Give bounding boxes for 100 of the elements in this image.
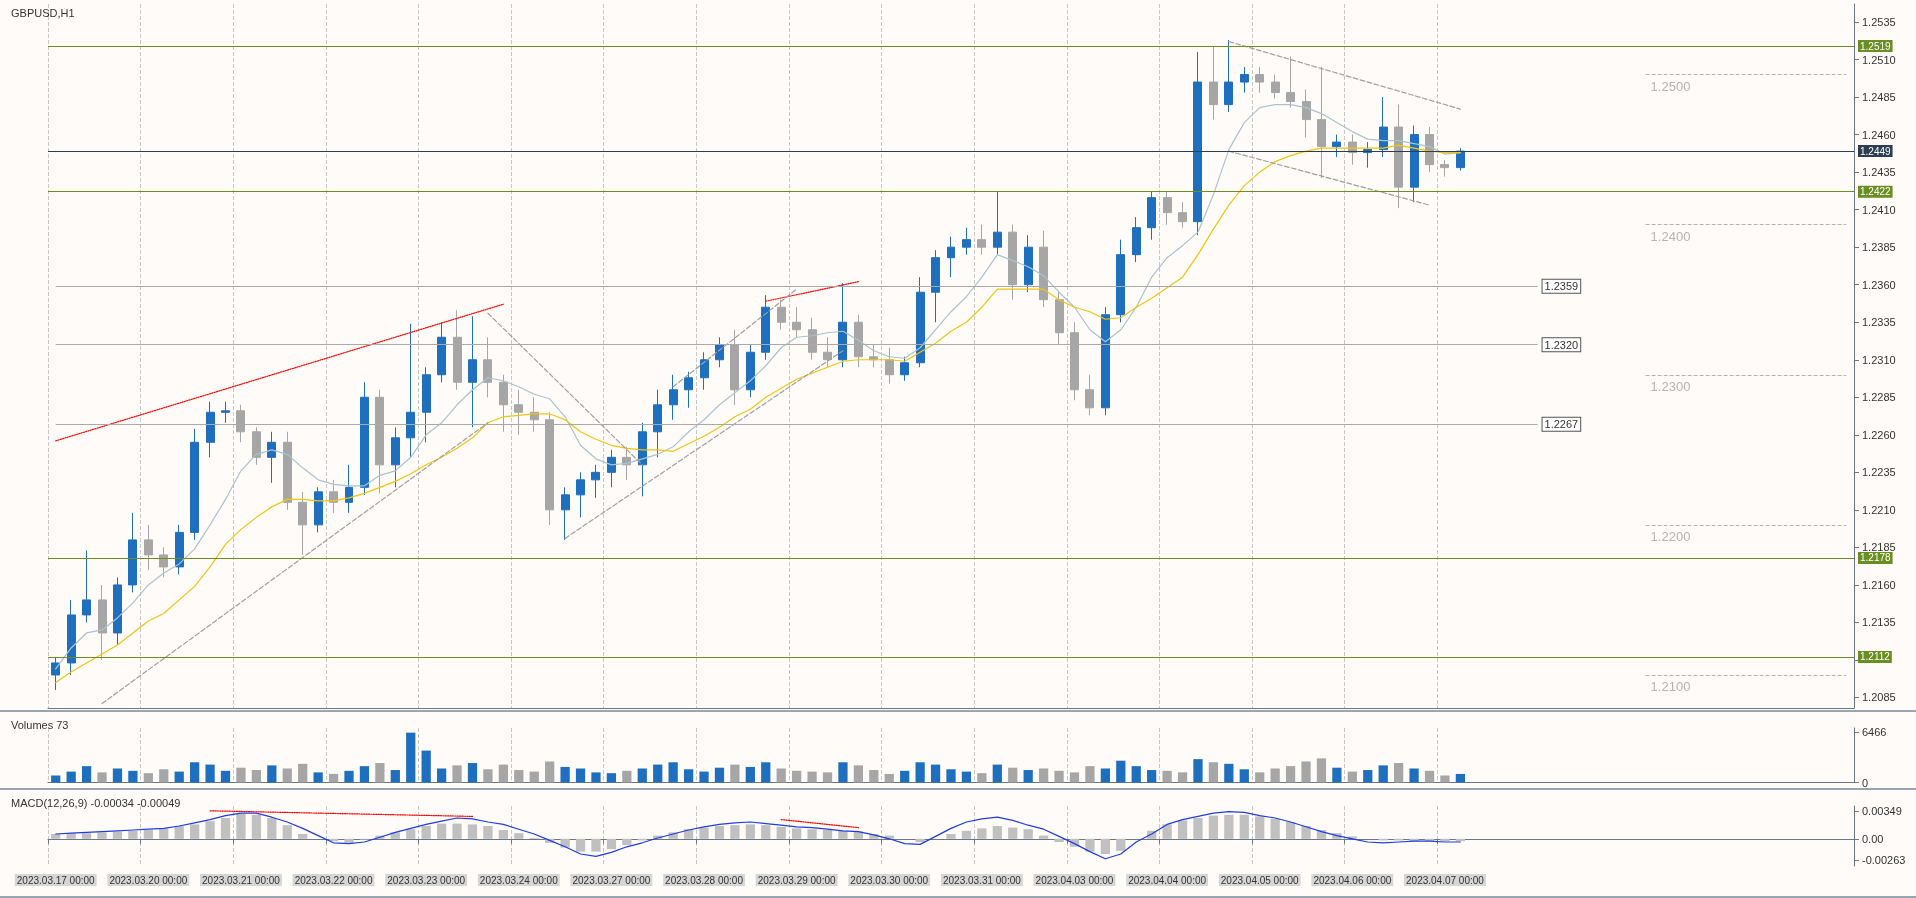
ref-line-label: 1.2519 [1860,40,1892,52]
candlestick [1410,125,1419,203]
bar [81,833,92,839]
candlestick [916,276,925,368]
bar [205,821,215,839]
bar [930,764,941,783]
bar [792,828,802,839]
y-tick-label: 1.2385 [1862,241,1896,254]
bar [1455,773,1466,783]
bar [1378,765,1388,783]
y-tick-label: 0.00 [1862,832,1884,845]
candlestick [1147,191,1156,241]
bar [421,826,431,839]
candlestick [360,381,369,496]
ref-line-label: 1.2200 [1650,528,1691,544]
bar [1023,829,1033,839]
bar [1224,763,1234,783]
bar [714,767,725,783]
candlestick [638,422,647,497]
bar [236,767,246,783]
bar [915,762,925,783]
x-tick-label: 2023.04.03 00:00 [1035,874,1114,886]
bar [1162,824,1172,839]
bar [205,764,215,783]
bar [807,771,817,783]
candlestick [190,428,199,541]
bar [190,762,200,783]
y-tick-label: 1.2510 [1862,53,1896,66]
bar [1208,815,1219,839]
bar [498,830,508,839]
bar [745,766,755,783]
bar [1424,770,1435,783]
bar [1394,763,1404,783]
bar [51,775,61,783]
candlestick [345,464,353,514]
bar [483,826,493,839]
bar [1255,772,1265,783]
candlestick [684,371,693,409]
candlestick [1163,191,1172,226]
bar [730,825,740,839]
bar [961,771,972,783]
bar [282,768,292,783]
candlestick [82,549,91,623]
bar [190,824,200,839]
chart-title: GBPUSD,H1 [11,6,75,19]
candlestick [1440,159,1449,178]
candlestick [1456,147,1465,172]
chart-title: MACD(12,26,9) -0.00034 -0.00049 [11,796,181,809]
x-tick-label: 2023.03.22 00:00 [294,874,373,886]
bar [1177,820,1188,839]
bar [699,827,709,839]
bar [220,770,231,783]
bar [1285,766,1296,783]
candlestick [1085,374,1094,416]
bar [714,826,725,839]
bar [822,830,833,839]
candlestick [1302,89,1311,139]
y-tick-label: 1.2135 [1862,616,1896,629]
bar [1239,769,1249,783]
bar [375,763,385,783]
ref-line-label: 1.2100 [1650,678,1691,694]
bar [1409,838,1419,842]
bar [869,770,879,783]
candlestick [1116,239,1125,323]
bar [900,770,910,783]
candlestick [283,431,292,511]
ref-line-label: 1.2267 [1544,418,1579,431]
candlestick [298,491,307,556]
bar [1301,761,1311,783]
candlestick [838,282,847,368]
candlestick [1178,201,1187,229]
candlestick [221,401,230,424]
bar [776,826,786,839]
bar [1440,775,1450,783]
bar [1316,758,1327,783]
bar [159,828,169,839]
y-tick-label: 1.2235 [1862,466,1896,479]
y-tick-label: 1.2085 [1862,691,1896,704]
bar [1440,838,1450,842]
x-tick-label: 2023.03.17 00:00 [16,874,96,886]
bar [591,772,601,783]
candlestick [591,464,600,499]
candlestick [1255,66,1264,94]
bar [853,831,864,839]
y-tick-label: 1.2535 [1862,16,1896,29]
candlestick [561,486,570,541]
bar [792,770,802,783]
y-tick-label: 1.2435 [1862,166,1896,179]
y-tick-label: 1.2485 [1862,91,1896,104]
bar [81,766,92,783]
bar [1347,771,1357,783]
bar [220,818,231,839]
ref-line-label: 1.2178 [1860,552,1892,564]
bar [1008,827,1018,839]
candlestick [98,584,107,661]
bar [251,770,262,783]
bar [112,768,123,783]
bar [838,830,848,839]
candlestick [576,471,585,518]
bar [884,773,894,783]
